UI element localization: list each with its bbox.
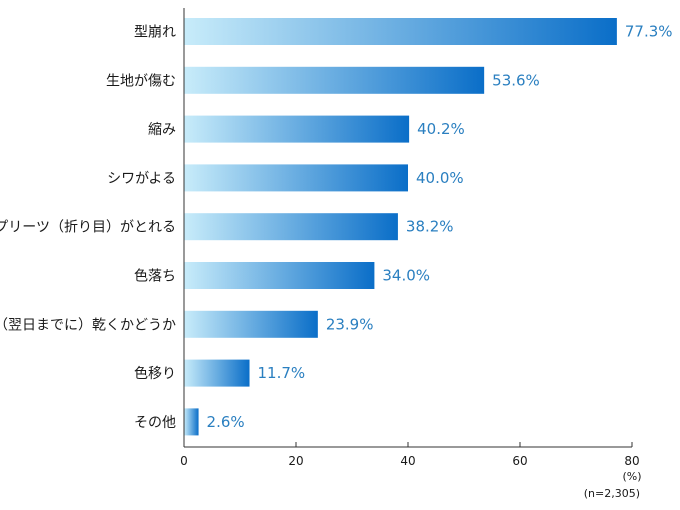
bar xyxy=(184,115,410,143)
bar xyxy=(184,408,199,436)
category-label: 縮み xyxy=(148,122,176,138)
value-label: 11.7% xyxy=(258,364,306,382)
bar xyxy=(184,262,375,289)
bar xyxy=(184,164,408,192)
category-label: 型崩れ xyxy=(134,25,176,41)
category-label: 生地が傷む xyxy=(106,73,176,89)
value-label: 38.2% xyxy=(406,218,454,236)
bar xyxy=(184,359,250,387)
value-label: 40.2% xyxy=(417,120,465,138)
bar xyxy=(184,310,318,338)
value-labels: 77.3% 53.6% 40.2% 40.0% 38.2% 34.0% 23.9% 11.7%… xyxy=(207,23,673,431)
bar xyxy=(184,18,617,45)
bar xyxy=(184,66,485,94)
value-label: 23.9% xyxy=(326,315,374,333)
unit-label: (%) xyxy=(622,470,641,483)
category-label: 色移り xyxy=(134,365,176,382)
category-label: シワがよる xyxy=(107,171,176,187)
value-label: 53.6% xyxy=(492,71,540,89)
bar xyxy=(184,213,398,241)
value-label: 77.3% xyxy=(625,23,673,41)
x-tick-label: 0 xyxy=(180,454,188,468)
bars-layer xyxy=(184,18,617,436)
category-label: （翌日までに）乾くかどうか xyxy=(0,317,176,333)
x-tick-label: 60 xyxy=(512,454,527,468)
value-label: 34.0% xyxy=(382,267,430,285)
x-axis: 0 20 40 60 80 xyxy=(180,8,640,468)
category-label: その他 xyxy=(134,415,176,431)
category-label: プリーツ（折り目）がとれる xyxy=(0,220,176,236)
x-tick-label: 40 xyxy=(400,454,415,468)
x-tick-label: 20 xyxy=(288,454,303,468)
x-tick-label: 80 xyxy=(624,454,639,468)
value-label: 2.6% xyxy=(207,413,245,431)
value-label: 40.0% xyxy=(416,169,464,187)
sample-size-note: (n=2,305) xyxy=(584,487,640,500)
category-label: 色落ち xyxy=(134,268,176,285)
